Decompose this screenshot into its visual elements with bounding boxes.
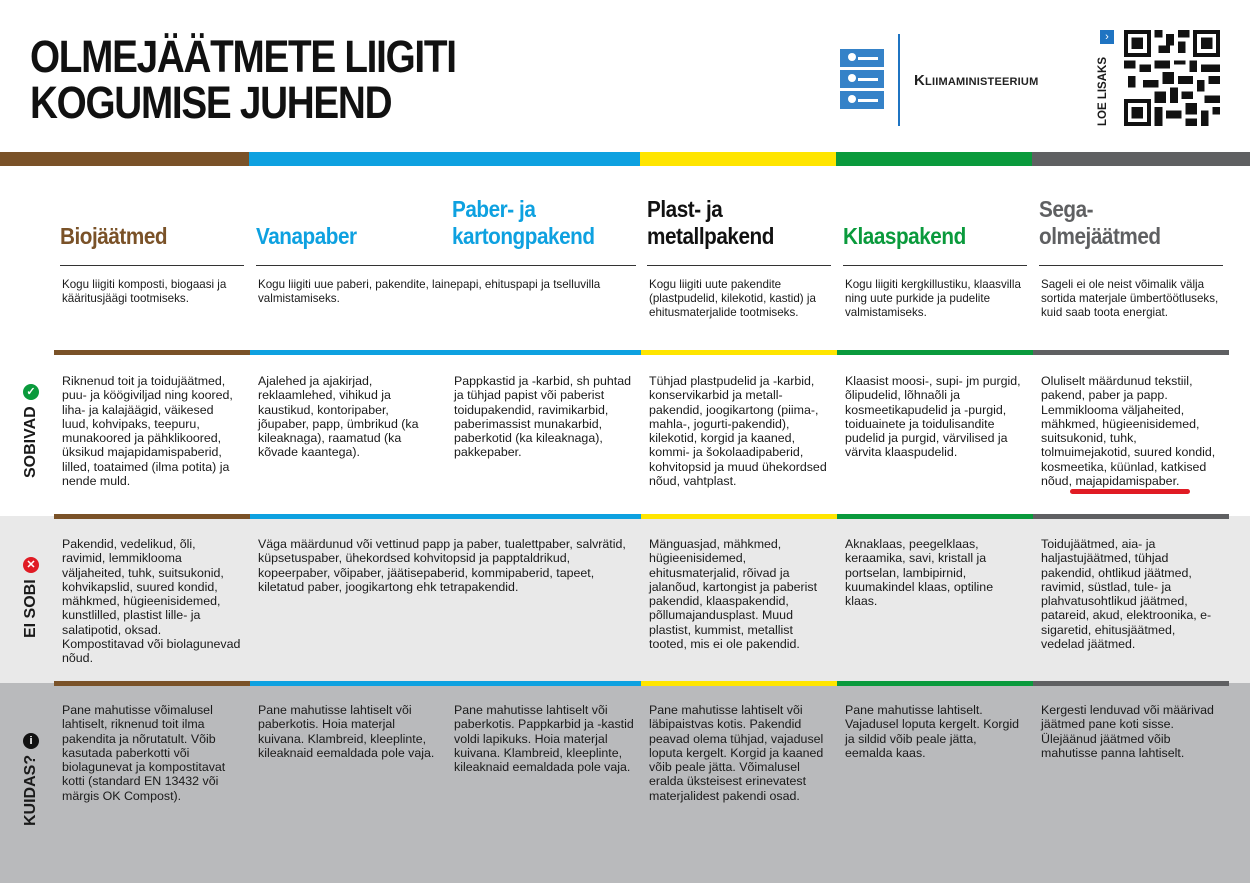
header-underline — [1039, 265, 1223, 266]
kuidas-row — [0, 683, 1250, 883]
ei-sobi-text: Aknaklaas, peegelklaas, keraamika, savi,… — [845, 537, 994, 609]
header-underline — [647, 265, 831, 266]
ei-sobi-label: EI SOBI ✕ — [22, 557, 40, 638]
color-band — [0, 152, 1250, 166]
color-bar — [1033, 681, 1229, 686]
kuidas-text: Pane mahutisse lahtiselt või paberkotis.… — [258, 703, 435, 760]
column-header: Vanapaber — [256, 223, 357, 249]
color-bar — [54, 681, 250, 686]
ei-sobi-text: Mänguasjad, mähkmed, hügieenisidemed, eh… — [649, 537, 818, 652]
column-header-wrap: Klaaspakend — [843, 190, 1031, 250]
column-header-wrap: Paber- ja kartongpakend — [452, 190, 640, 250]
color-bar — [250, 681, 446, 686]
color-bar — [837, 514, 1033, 519]
header-underline — [843, 265, 1027, 266]
column-header-wrap: Sega-olmejäätmed — [1039, 190, 1227, 250]
x-icon: ✕ — [23, 557, 39, 574]
info-icon: i — [23, 732, 39, 749]
color-bar — [641, 514, 837, 519]
ei-sobi-text: EI SOBI — [22, 579, 39, 638]
header-underline — [256, 265, 636, 266]
column-header: Plast- ja metallpakend — [647, 196, 774, 249]
column-header: Paber- ja kartongpakend — [452, 196, 595, 249]
ei-sobi-row — [0, 516, 1250, 683]
sobivad-text: Pappkastid ja -karbid, sh puhtad ja tühj… — [454, 374, 632, 460]
qr-code[interactable] — [1124, 30, 1220, 126]
divider — [898, 34, 900, 126]
sobivad-text: Riknenud toit ja toidujäätmed, puu- ja k… — [62, 374, 233, 489]
column-header-wrap: Plast- ja metallpakend — [647, 190, 835, 250]
page-title: OLMEJÄÄTMETE LIIGITI KOGUMISE JUHEND — [30, 31, 457, 128]
column-description: Kogu liigiti komposti, biogaasi ja kääri… — [62, 278, 227, 305]
check-icon: ✓ — [23, 384, 39, 401]
color-bar — [1033, 350, 1229, 355]
coat-of-arms-logo — [840, 49, 884, 109]
kuidas-text: Pane mahutisse võimalusel lahtiselt, rik… — [62, 703, 226, 803]
color-bar — [54, 350, 250, 355]
ministry-name: Kliimaministeerium — [914, 72, 1039, 89]
column-header-wrap: Vanapaber — [256, 190, 444, 250]
ei-sobi-text: Toidujäätmed, aia- ja haljastujäätmed, t… — [1041, 537, 1212, 652]
sobivad-text: Tühjad plastpudelid ja -karbid, konservi… — [649, 374, 827, 489]
sobivad-label: SOBIVAD ✓ — [22, 384, 40, 478]
kuidas-text: Kergesti lenduvad või määrivad jäätmed p… — [1041, 703, 1214, 760]
column-header-wrap: Biojäätmed — [60, 190, 248, 250]
sobivad-text: Klaasist moosi-, supi- jm purgid, õlipud… — [845, 374, 1021, 460]
sobivad-text: Oluliselt määrdunud tekstiil, pakend, pa… — [1041, 374, 1216, 489]
red-underline-highlight — [1070, 489, 1190, 494]
color-bar — [1033, 514, 1229, 519]
read-more-label[interactable]: LOE LISAKS — [1097, 56, 1109, 126]
kuidas-label: KUIDAS? i — [22, 732, 40, 826]
column-description: Kogu liigiti uute pakendite (plastpudeli… — [649, 278, 816, 319]
column-description: Sageli ei ole neist võimalik välja sorti… — [1041, 278, 1219, 319]
ei-sobi-text: Väga määrdunud või vettinud papp ja pabe… — [258, 537, 626, 594]
kuidas-text: Pane mahutisse lahtiselt või läbipaistva… — [649, 703, 824, 803]
column-header: Biojäätmed — [60, 223, 168, 249]
kuidas-text: Pane mahutisse lahtiselt või paberkotis.… — [454, 703, 634, 775]
header-underline — [60, 265, 244, 266]
color-bar — [446, 350, 642, 355]
color-bar — [641, 350, 837, 355]
column-header: Klaaspakend — [843, 223, 966, 249]
title-line: OLMEJÄÄTMETE LIIGITI — [30, 31, 457, 82]
chevron-right-icon[interactable]: › — [1100, 30, 1114, 44]
color-bar — [54, 514, 250, 519]
color-bar — [250, 350, 446, 355]
column-description: Kogu liigiti uue paberi, pakendite, lain… — [258, 278, 601, 305]
color-bar — [641, 681, 837, 686]
color-bar — [446, 514, 642, 519]
color-bar — [837, 681, 1033, 686]
color-bar — [837, 350, 1033, 355]
kuidas-text: KUIDAS? — [22, 754, 39, 826]
column-description: Kogu liigiti kergkillustiku, klaasvilla … — [845, 278, 1021, 319]
kuidas-text: Pane mahutisse lahtiselt. Vajadusel lopu… — [845, 703, 1020, 760]
color-bar — [446, 681, 642, 686]
title-line: KOGUMISE JUHEND — [30, 77, 393, 128]
sobivad-text: Ajalehed ja ajakirjad, reklaamlehed, vih… — [258, 374, 419, 460]
ei-sobi-text: Pakendid, vedelikud, õli, ravimid, lemmi… — [62, 537, 241, 666]
color-bar — [250, 514, 446, 519]
sobivad-text: SOBIVAD — [22, 406, 39, 478]
column-header: Sega-olmejäätmed — [1039, 196, 1161, 249]
